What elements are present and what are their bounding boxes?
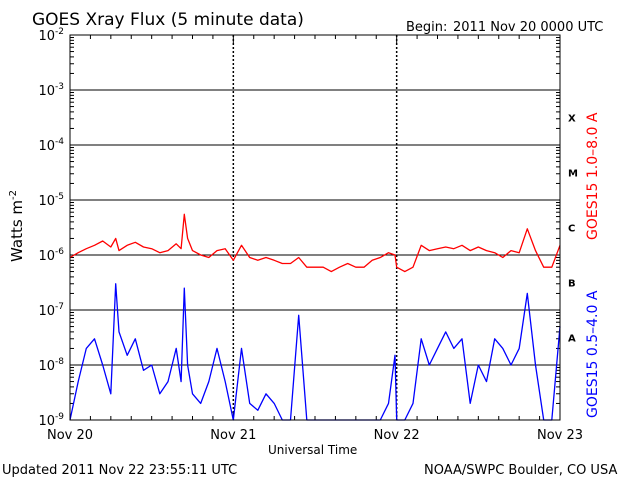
flare-class-x: X xyxy=(568,114,576,125)
legend-long-channel: GOES15 1.0–8.0 A xyxy=(585,112,601,240)
y-tick-label: 10-3 xyxy=(38,82,64,99)
y-tick-label: 10-2 xyxy=(38,27,64,44)
series-short-channel-line xyxy=(69,283,561,421)
y-axis-label: Watts m-2 xyxy=(8,190,26,262)
y-axis-label-base: Watts m xyxy=(8,200,26,262)
x-tick-label: Nov 23 xyxy=(537,428,583,443)
flare-class-c: C xyxy=(568,224,575,235)
x-tick-label: Nov 22 xyxy=(374,428,420,443)
y-tick-label: 10-8 xyxy=(38,357,64,374)
x-tick-labels: Nov 20 Nov 21 Nov 22 Nov 23 xyxy=(47,428,583,443)
y-tick-label: 10-6 xyxy=(38,247,64,264)
flare-class-m: M xyxy=(568,169,578,180)
flare-class-labels: X M C B A xyxy=(568,114,578,345)
updated-timestamp: Updated 2011 Nov 22 23:55:11 UTC xyxy=(2,463,237,478)
y-tick-label: 10-7 xyxy=(38,302,64,319)
begin-value: 2011 Nov 20 0000 UTC xyxy=(453,20,603,35)
credit-label: NOAA/SWPC Boulder, CO USA xyxy=(424,463,617,478)
y-axis-label-exponent: -2 xyxy=(8,190,19,200)
x-tick-label: Nov 21 xyxy=(210,428,256,443)
data-series xyxy=(69,213,561,421)
flare-class-a: A xyxy=(568,334,576,345)
plot-frame xyxy=(69,34,561,421)
axis-ticks xyxy=(69,35,561,420)
begin-label: Begin: xyxy=(406,20,447,35)
y-tick-label: 10-5 xyxy=(38,192,64,209)
y-tick-labels: 10-9 10-8 10-7 10-6 10-5 10-4 10-3 10-2 xyxy=(38,27,64,429)
grid-lines xyxy=(70,35,560,420)
legend-short-channel: GOES15 0.5–4.0 A xyxy=(585,290,601,418)
y-tick-label: 10-9 xyxy=(38,412,64,429)
series-long-channel-line xyxy=(69,213,561,273)
chart-title: GOES Xray Flux (5 minute data) xyxy=(32,10,304,30)
x-axis-label: Universal Time xyxy=(268,443,357,457)
y-tick-label: 10-4 xyxy=(38,137,64,154)
flare-class-b: B xyxy=(568,279,576,290)
x-tick-label: Nov 20 xyxy=(47,428,93,443)
